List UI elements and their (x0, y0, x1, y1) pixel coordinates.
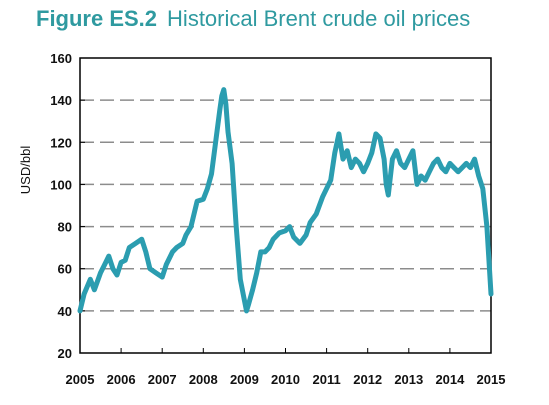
y-axis-label: USD/bbl (18, 146, 33, 195)
y-tick-label: 160 (50, 51, 72, 66)
x-tick-label: 2006 (107, 372, 136, 387)
figure-title-text: Historical Brent crude oil prices (167, 6, 471, 31)
x-tick-label: 2009 (230, 372, 259, 387)
x-tick-label: 2011 (312, 372, 340, 387)
y-tick-label: 60 (58, 262, 72, 277)
y-tick-label: 20 (58, 346, 72, 361)
y-axis-ticks: 20 40 60 80 100 120 140 160 (50, 51, 85, 361)
x-tick-label: 2014 (435, 372, 465, 387)
x-tick-label: 2013 (394, 372, 423, 387)
plot-frame (79, 57, 492, 354)
y-tick-label: 100 (50, 177, 72, 192)
figure-title: Figure ES.2 Historical Brent crude oil pr… (36, 4, 541, 34)
y-tick-label: 140 (50, 93, 72, 108)
series-line-brent (77, 87, 494, 314)
x-tick-label: 2015 (477, 372, 506, 387)
x-axis-ticks: 2005 2006 2007 2008 2009 2010 2011 2012 2013 2014… (66, 348, 506, 387)
x-tick-label: 2012 (353, 372, 382, 387)
y-tick-label: 40 (58, 304, 72, 319)
figure-number: Figure ES.2 (36, 6, 158, 31)
x-tick-label: 2010 (271, 372, 300, 387)
y-tick-label: 120 (50, 135, 72, 150)
y-tick-label: 80 (58, 220, 72, 235)
x-tick-label: 2005 (66, 372, 95, 387)
gridlines (80, 99, 491, 312)
x-tick-label: 2008 (189, 372, 218, 387)
x-tick-label: 2007 (148, 372, 177, 387)
